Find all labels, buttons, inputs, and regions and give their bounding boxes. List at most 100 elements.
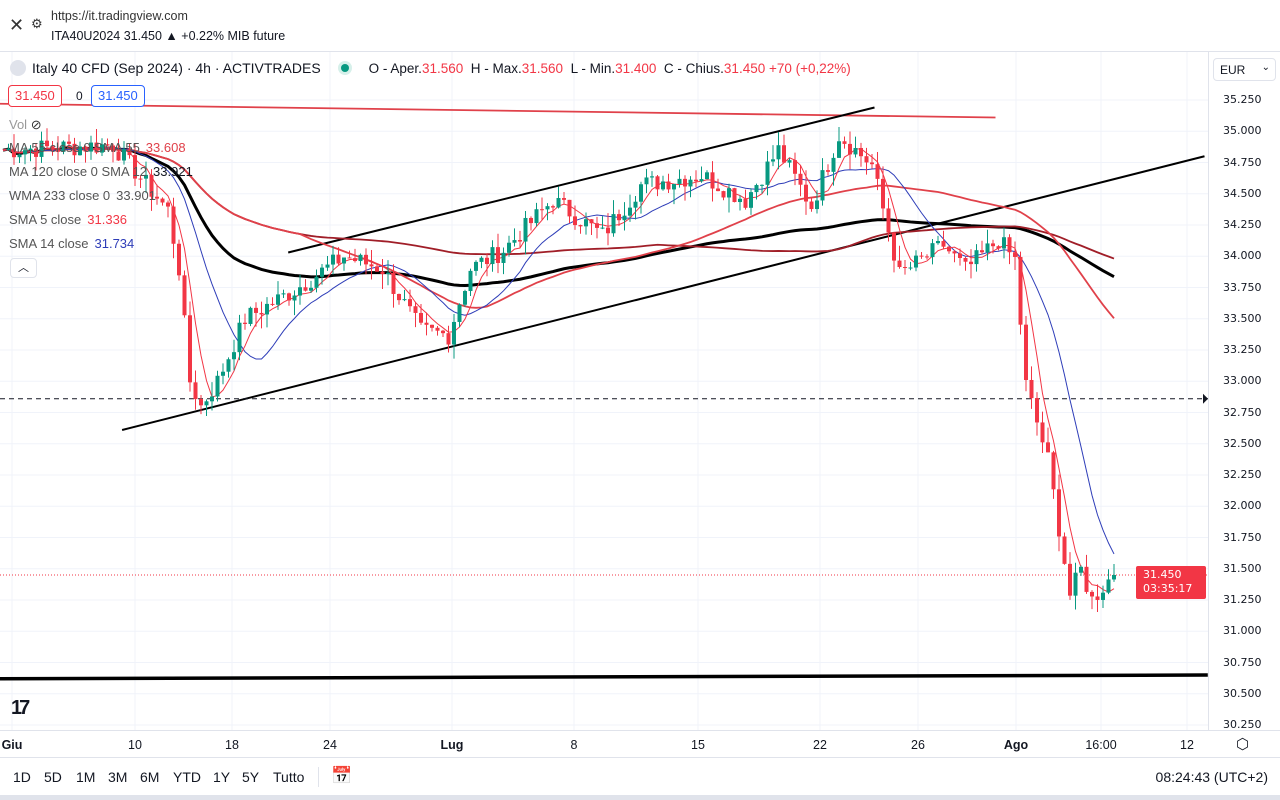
volume-indicator[interactable]: Vol ⊘ — [9, 117, 42, 132]
range-button-1y[interactable]: 1Y — [213, 769, 231, 785]
indicator-legend[interactable]: SMA 14 close 31.734 — [9, 236, 135, 251]
candle-down — [441, 330, 445, 334]
candle-up — [771, 159, 775, 162]
range-button-ytd[interactable]: YTD — [173, 769, 201, 785]
candle-up — [677, 178, 682, 184]
price-chart[interactable] — [0, 52, 1208, 730]
candle-up — [342, 257, 346, 264]
candle-down — [589, 219, 594, 224]
range-button-3m[interactable]: 3M — [108, 769, 128, 785]
candle-down — [254, 307, 258, 313]
candle-up — [974, 250, 979, 265]
close-icon[interactable]: ✕ — [9, 15, 25, 35]
divider — [318, 767, 319, 787]
candle-down — [391, 272, 396, 294]
bar-countdown: 03:35:17 — [1143, 582, 1193, 595]
candle-down — [848, 143, 852, 155]
candle-down — [182, 275, 187, 316]
candle-down — [149, 174, 154, 197]
symbol-title[interactable]: Italy 40 CFD (Sep 2024) · 4h · ACTIVTRAD… — [32, 60, 321, 76]
market-status-icon — [340, 64, 349, 72]
candle-down — [485, 257, 489, 265]
range-button-5d[interactable]: 5D — [44, 769, 62, 785]
candle-down — [793, 160, 797, 174]
candle-down — [963, 258, 968, 262]
candle-down — [694, 179, 698, 182]
candle-up — [78, 146, 82, 156]
candle-down — [12, 148, 16, 158]
candle-down — [562, 198, 566, 200]
candle-up — [309, 287, 313, 291]
candle-down — [419, 312, 423, 323]
candle-up — [1002, 237, 1006, 249]
candle-up — [661, 181, 665, 190]
currency-select[interactable]: EUR ⌄ — [1213, 58, 1276, 81]
candle-down — [34, 148, 38, 157]
candle-down — [83, 146, 88, 152]
candle-up — [28, 148, 33, 151]
candle-up — [936, 241, 940, 244]
candle-up — [507, 242, 511, 253]
range-button-tutto[interactable]: Tutto — [273, 769, 305, 785]
candle-up — [727, 188, 731, 198]
settings-icon[interactable]: ⬡ — [1236, 736, 1250, 753]
candle-down — [1068, 563, 1072, 596]
candle-down — [199, 399, 203, 406]
candle-up — [776, 145, 781, 160]
price-tick: 34.250 — [1223, 218, 1262, 231]
indicator-legend[interactable]: WMA 233 close 0 33.901 — [9, 188, 156, 203]
candle-down — [655, 176, 660, 190]
candle-up — [226, 359, 231, 372]
range-button-5y[interactable]: 5Y — [242, 769, 260, 785]
candle-down — [1090, 591, 1094, 597]
page-subtitle: ITA40U2024 31.450 ▲ +0.22% MIB future — [51, 29, 286, 43]
range-button-6m[interactable]: 6M — [140, 769, 160, 785]
price-axis[interactable]: 35.250 35.000 34.750 34.500 34.250 34.000 33.7… — [1208, 52, 1280, 731]
price-tick: 33.250 — [1223, 343, 1262, 356]
price-tick: 33.500 — [1223, 311, 1262, 325]
candle-down — [133, 155, 137, 179]
trendline-support — [0, 673, 1208, 681]
indicator-legend[interactable]: MA 120 close 0 SMA 12 33.921 — [9, 164, 193, 179]
goto-date-icon[interactable]: 📅 — [331, 766, 353, 785]
candle-up — [584, 219, 588, 227]
candle-up — [276, 294, 280, 305]
site-settings-icon[interactable]: ⚙ — [31, 16, 43, 31]
candle-down — [270, 303, 275, 305]
candle-down — [870, 162, 874, 165]
candle-down — [193, 382, 198, 400]
candle-up — [914, 255, 918, 268]
candle-up — [754, 185, 759, 193]
clock[interactable]: 08:24:43 (UTC+2) — [1155, 769, 1268, 785]
collapse-legend-button[interactable]: ︿ — [10, 258, 37, 278]
candle-up — [215, 375, 220, 397]
candle-up — [1101, 592, 1105, 600]
candle-up — [622, 215, 627, 221]
candle-down — [567, 199, 572, 217]
tradingview-logo[interactable]: 17 — [11, 697, 30, 719]
range-button-1m[interactable]: 1M — [76, 769, 96, 785]
candle-up — [490, 247, 495, 265]
candle-up — [463, 291, 467, 305]
time-axis[interactable]: ⬡ Giu 10 18 24 Lug 8 15 22 26 Ago 16:00 12 — [0, 730, 1280, 758]
candle-down — [1062, 536, 1067, 564]
buy-price[interactable]: 31.450 — [91, 85, 145, 107]
time-tick: 26 — [911, 738, 925, 752]
candle-up — [204, 401, 209, 406]
candle-down — [1046, 442, 1050, 453]
candle-down — [424, 322, 429, 325]
candle-down — [980, 250, 984, 253]
range-button-1d[interactable]: 1D — [13, 769, 31, 785]
hidden-eye-icon[interactable]: ⊘ — [30, 117, 42, 132]
price-tick: 31.750 — [1223, 530, 1262, 544]
candle-up — [815, 200, 819, 210]
candle-down — [353, 258, 357, 262]
sell-price[interactable]: 31.450 — [8, 85, 62, 107]
price-tick: 30.750 — [1223, 655, 1262, 669]
indicator-legend[interactable]: MA 55 close 0 SMA 55 33.608 — [9, 140, 186, 155]
indicator-legend[interactable]: SMA 5 close 31.336 — [9, 212, 128, 227]
candle-up — [853, 147, 858, 155]
candle-down — [551, 206, 555, 208]
candle-down — [804, 184, 808, 202]
candle-up — [210, 396, 214, 402]
